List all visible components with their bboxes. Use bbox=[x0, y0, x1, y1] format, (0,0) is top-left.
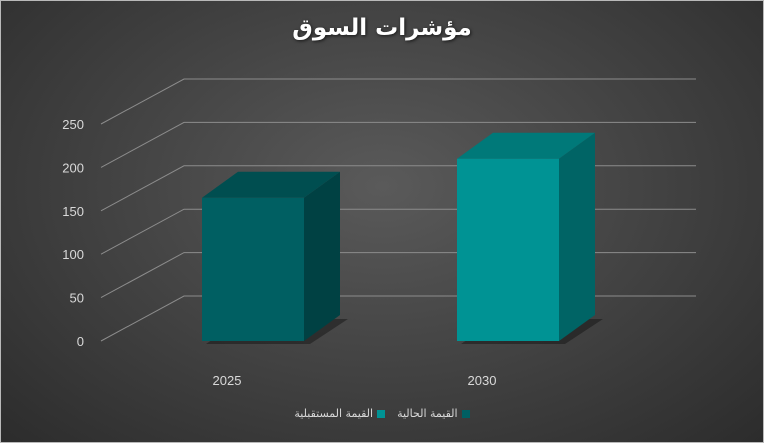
legend-item: القيمة المستقبلية bbox=[294, 407, 386, 420]
gridline-1 bbox=[100, 252, 696, 299]
bar-front bbox=[202, 197, 304, 341]
legend-item: القيمة الحالية bbox=[397, 407, 470, 420]
legend-label: القيمة الحالية bbox=[397, 407, 458, 420]
bar-side bbox=[304, 171, 340, 341]
y-tick-label: 0 bbox=[77, 334, 84, 349]
y-tick-label: 250 bbox=[62, 117, 84, 132]
chart-title: مؤشرات السوق bbox=[292, 15, 472, 41]
y-tick-label: 50 bbox=[70, 291, 84, 306]
legend-swatch bbox=[377, 409, 386, 418]
legend-label: القيمة المستقبلية bbox=[294, 407, 374, 420]
gridline-0 bbox=[100, 295, 696, 342]
gridline-4 bbox=[100, 121, 696, 168]
y-axis: 0 50 100 150 200 250 bbox=[62, 117, 84, 349]
bar-side bbox=[559, 132, 595, 341]
legend: القيمة الحالية القيمة المستقبلية bbox=[1, 407, 763, 420]
y-tick-label: 200 bbox=[62, 160, 84, 175]
grid-layer bbox=[100, 78, 696, 342]
y-tick-label: 100 bbox=[62, 247, 84, 262]
gridline-2 bbox=[100, 208, 696, 255]
gridline-5 bbox=[100, 78, 696, 125]
bar-2030 bbox=[457, 132, 603, 344]
y-tick-label: 150 bbox=[62, 204, 84, 219]
bar-top bbox=[457, 132, 595, 159]
bar-2025 bbox=[202, 171, 348, 344]
x-tick-label: 2030 bbox=[468, 373, 497, 388]
x-tick-label: 2025 bbox=[213, 373, 242, 388]
bar-top bbox=[202, 171, 340, 198]
bars bbox=[202, 132, 603, 344]
legend-swatch bbox=[461, 409, 470, 418]
gridline-3 bbox=[100, 165, 696, 212]
bar-front bbox=[457, 158, 559, 341]
x-axis: 2025 2030 bbox=[213, 373, 497, 388]
